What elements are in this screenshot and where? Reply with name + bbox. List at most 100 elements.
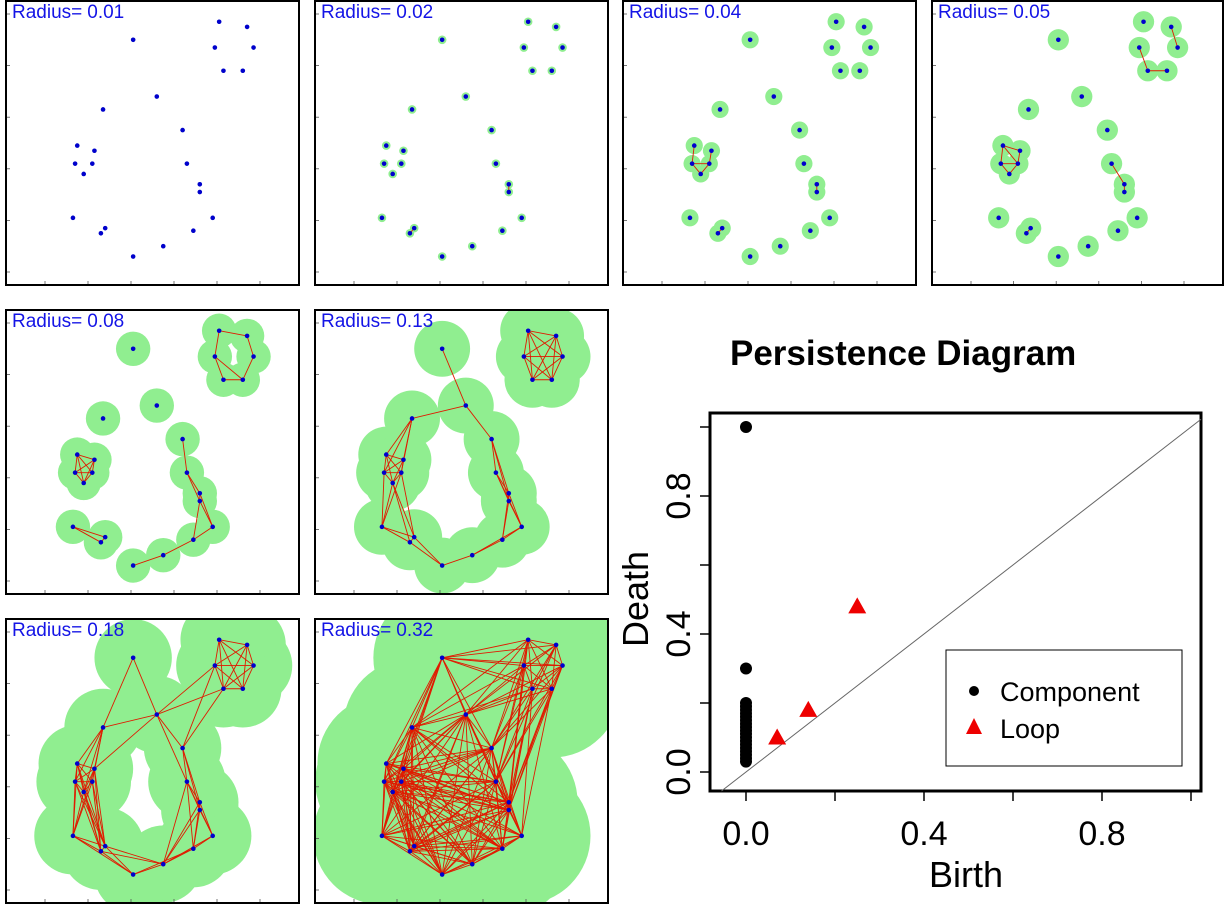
sample-point: [184, 470, 190, 475]
sample-point: [506, 189, 512, 195]
legend: Component Loop: [945, 649, 1183, 767]
sample-point: [197, 490, 203, 496]
sample-point: [383, 143, 389, 148]
sample-point: [212, 663, 218, 668]
panel-ticks: [316, 322, 570, 593]
edge: [386, 454, 404, 461]
radius-label-1: Radius= 0.01: [12, 2, 125, 23]
sample-point: [469, 243, 475, 249]
edge: [465, 644, 557, 715]
sample-point: [409, 416, 415, 421]
edge: [72, 835, 102, 852]
edge: [383, 714, 467, 782]
sample-point: [519, 524, 524, 530]
sample-point: [251, 663, 256, 668]
edge: [74, 781, 102, 852]
panel-ticks: [624, 13, 878, 284]
data-points: [740, 421, 867, 768]
edge: [409, 809, 509, 852]
sample-point: [240, 686, 246, 692]
sample-point: [98, 540, 104, 545]
edge: [381, 809, 509, 837]
edge: [91, 781, 102, 852]
sample-point: [74, 452, 80, 457]
edge: [214, 356, 224, 380]
edge: [411, 665, 525, 728]
edge: [527, 639, 533, 689]
edge: [199, 500, 214, 528]
edge: [383, 459, 404, 474]
sample-point: [439, 872, 445, 877]
edge: [218, 639, 244, 689]
edge: [392, 482, 415, 538]
sample-points: [70, 637, 256, 877]
sample-point: [381, 470, 387, 475]
edge: [441, 781, 497, 875]
edge: [74, 768, 95, 783]
sample-point: [439, 563, 445, 568]
sample-point: [390, 171, 395, 177]
sample-point: [439, 655, 445, 661]
filtration-plot-8: [316, 620, 607, 902]
sample-point: [1024, 231, 1029, 236]
complex-edges: [381, 639, 563, 875]
edge: [182, 439, 188, 473]
edge: [501, 688, 533, 849]
edge: [104, 845, 134, 875]
sample-point: [212, 354, 218, 359]
edge: [411, 727, 503, 849]
sample-point: [212, 45, 218, 50]
sample-point: [379, 833, 385, 839]
sample-point: [81, 171, 86, 177]
edge: [523, 644, 557, 666]
edge: [242, 644, 248, 689]
x-axis-label: Birth: [929, 854, 1003, 895]
x-tick-label-1: 0.4: [900, 815, 947, 853]
sample-point: [92, 148, 97, 154]
edge: [414, 845, 503, 850]
edge: [242, 356, 254, 380]
union-of-balls: [377, 17, 567, 261]
sample-point: [1164, 68, 1170, 74]
edge: [401, 781, 503, 850]
filtration-plot-1: [7, 13, 261, 284]
edge: [491, 665, 525, 749]
edge: [94, 768, 102, 852]
edge: [100, 850, 164, 865]
legend-loop-label: Loop: [1000, 714, 1060, 744]
sample-point: [521, 354, 527, 359]
sample-point: [154, 403, 160, 408]
sample-point: [409, 725, 415, 730]
sample-point: [390, 480, 395, 486]
sample-point: [1134, 215, 1140, 221]
filtration-panel-3: Radius= 0.04: [622, 0, 917, 286]
filtration-panel-1: Radius= 0.01: [5, 0, 300, 286]
component-point: [740, 755, 752, 768]
sample-point: [409, 107, 415, 112]
edge: [383, 454, 387, 473]
edge: [532, 356, 563, 381]
edge: [223, 644, 248, 689]
sample-point: [549, 68, 555, 74]
edge: [521, 688, 553, 836]
panel-ticks: [7, 322, 261, 593]
sample-point: [1028, 225, 1033, 231]
sample-point: [197, 189, 203, 195]
edge: [508, 688, 553, 811]
sample-point: [379, 524, 385, 530]
edge: [409, 835, 522, 852]
sample-point: [390, 789, 395, 795]
sample-point: [90, 161, 95, 166]
sample-point: [251, 45, 256, 50]
sample-point: [1079, 94, 1085, 99]
edge: [401, 781, 509, 811]
y-axis-label: Death: [615, 551, 656, 647]
sample-point: [130, 254, 136, 259]
edge: [77, 763, 95, 770]
edge: [242, 665, 254, 689]
sample-point: [90, 470, 95, 475]
edge: [72, 526, 106, 538]
sample-point: [439, 37, 445, 43]
edge: [385, 657, 443, 764]
sample-point: [1168, 24, 1174, 30]
